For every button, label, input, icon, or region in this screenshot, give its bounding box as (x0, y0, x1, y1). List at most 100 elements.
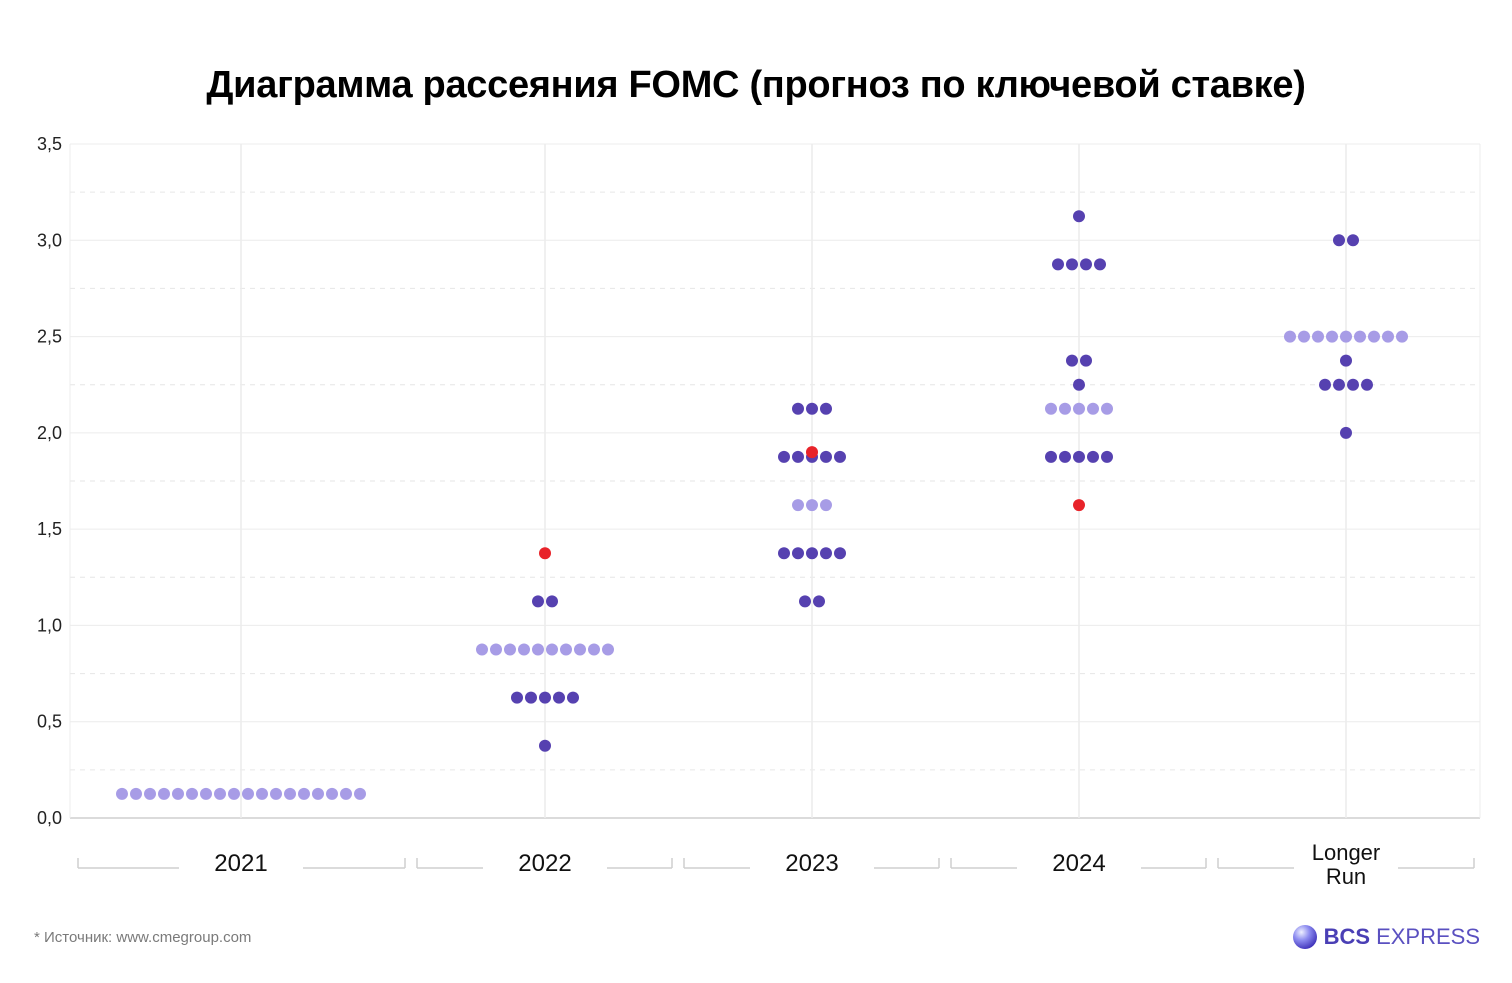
y-tick-label: 0,5 (37, 712, 62, 732)
grid-lines (69, 143, 1481, 819)
data-point (553, 691, 565, 704)
chart-title: Диаграмма рассеяния FOMC (прогноз по клю… (206, 64, 1306, 106)
data-point (186, 787, 198, 800)
x-category-label: 2023 (785, 850, 838, 877)
data-point (1354, 330, 1366, 343)
data-point (1326, 330, 1338, 343)
data-point (1333, 234, 1345, 247)
data-point (806, 446, 818, 459)
data-point (200, 787, 212, 800)
data-point (326, 787, 338, 800)
data-point (504, 643, 516, 656)
x-category-label: 2021 (214, 850, 267, 877)
data-point (574, 643, 586, 656)
data-point (1059, 402, 1071, 415)
data-point (1059, 450, 1071, 463)
data-point (1073, 402, 1085, 415)
data-point (567, 691, 579, 704)
data-point (792, 547, 804, 560)
y-tick-label: 0,0 (37, 808, 62, 828)
data-point (1087, 402, 1099, 415)
data-point (1361, 378, 1373, 391)
x-group-bracket: 2024 (950, 850, 1207, 877)
axes: 0,0 0,5 1,0 1,5 2,0 2,5 3,0 3,5 2021 2022 2023 2024… (37, 134, 1475, 889)
data-point (1298, 330, 1310, 343)
y-tick-label: 2,5 (37, 327, 62, 347)
data-point (834, 547, 846, 560)
brand-logo[interactable]: BCS EXPRESS (1292, 922, 1480, 952)
data-point (820, 402, 832, 415)
data-point (312, 787, 324, 800)
data-point (820, 450, 832, 463)
data-point (1073, 499, 1085, 512)
data-point (792, 450, 804, 463)
data-point (778, 547, 790, 560)
data-point (270, 787, 282, 800)
data-point (820, 499, 832, 512)
data-point (1347, 234, 1359, 247)
data-point (806, 547, 818, 560)
data-point (511, 691, 523, 704)
x-category-label: Run (1326, 864, 1366, 889)
data-point (354, 787, 366, 800)
data-point (1101, 402, 1113, 415)
data-point (1052, 258, 1064, 271)
data-point (820, 547, 832, 560)
data-point (144, 787, 156, 800)
y-tick-label: 2,0 (37, 423, 62, 443)
data-point (1340, 330, 1352, 343)
data-point (602, 643, 614, 656)
data-point (1080, 354, 1092, 367)
data-point (813, 595, 825, 608)
y-tick-label: 3,5 (37, 134, 62, 154)
data-point (1066, 258, 1078, 271)
data-point (284, 787, 296, 800)
y-tick-label: 1,0 (37, 615, 62, 635)
data-point (546, 643, 558, 656)
data-point (518, 643, 530, 656)
data-points (116, 210, 1408, 800)
x-category-label: 2024 (1052, 850, 1105, 877)
data-point (1101, 450, 1113, 463)
data-point (539, 691, 551, 704)
data-point (1312, 330, 1324, 343)
brand-bcs-text: BCS (1323, 924, 1371, 949)
data-point (560, 643, 572, 656)
data-point (1066, 354, 1078, 367)
data-point (228, 787, 240, 800)
x-category-label: Longer (1312, 840, 1381, 865)
sphere-logo-icon (1292, 925, 1317, 949)
data-point (539, 739, 551, 752)
data-point (158, 787, 170, 800)
data-point (116, 787, 128, 800)
data-point (792, 402, 804, 415)
data-point (1319, 378, 1331, 391)
data-point (242, 787, 254, 800)
y-tick-label: 3,0 (37, 230, 62, 250)
x-group-bracket: 2021 (77, 850, 406, 877)
data-point (1340, 354, 1352, 367)
data-point (1080, 258, 1092, 271)
data-point (1087, 450, 1099, 463)
y-tick-label: 1,5 (37, 519, 62, 539)
data-point (172, 787, 184, 800)
data-point (1347, 378, 1359, 391)
data-point (532, 595, 544, 608)
data-point (546, 595, 558, 608)
data-point (1333, 378, 1345, 391)
data-point (256, 787, 268, 800)
data-point (1073, 450, 1085, 463)
data-point (806, 402, 818, 415)
data-point (298, 787, 310, 800)
data-point (1045, 450, 1057, 463)
data-point (588, 643, 600, 656)
x-category-label: 2022 (518, 850, 571, 877)
data-point (1073, 210, 1085, 223)
data-point (214, 787, 226, 800)
data-point (539, 547, 551, 560)
data-point (806, 499, 818, 512)
data-point (340, 787, 352, 800)
data-point (476, 643, 488, 656)
